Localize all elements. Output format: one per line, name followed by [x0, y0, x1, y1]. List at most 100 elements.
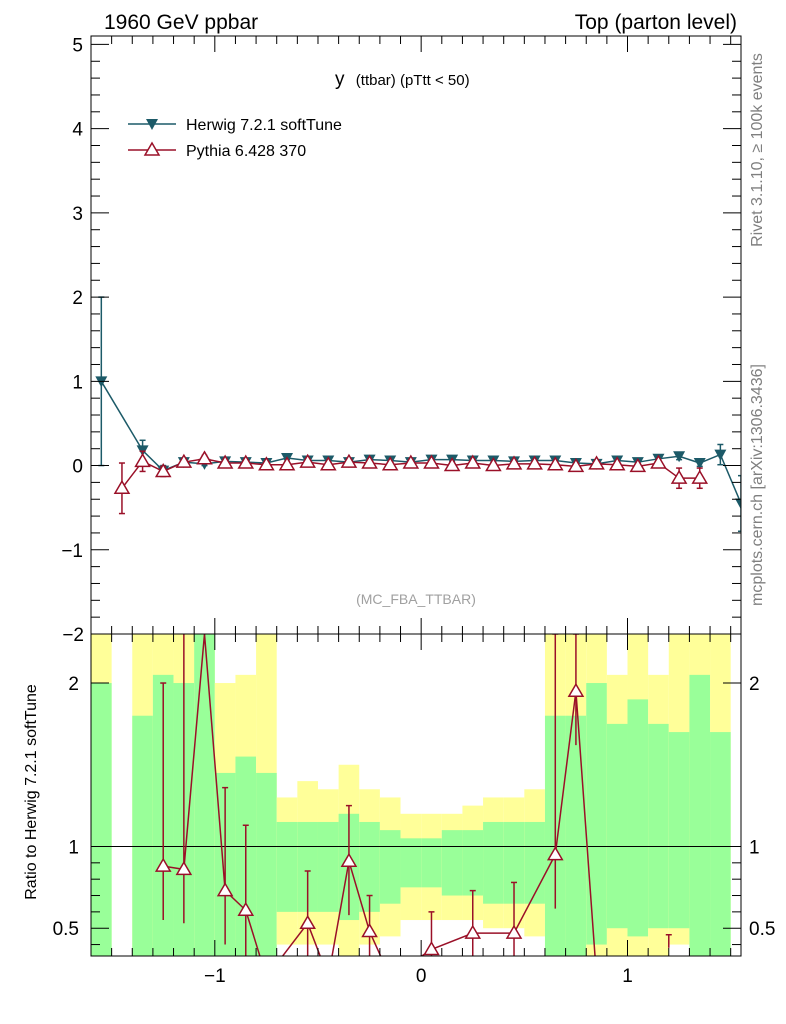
- pythia-point: [526, 455, 543, 470]
- ratio-band-inner: [462, 830, 484, 896]
- main-ytick-label: 0: [72, 457, 83, 478]
- pythia-point: [258, 456, 275, 471]
- ratio-pythia-point: [361, 922, 378, 938]
- pythia-point: [154, 462, 172, 478]
- pythia-point: [319, 456, 337, 471]
- ratio-ytick-label-right: 0.5: [749, 919, 775, 940]
- main-y-axis-tick-labels: −1 0 1 2 3 4 5: [61, 35, 83, 561]
- ratio-pythia-point: [423, 940, 440, 956]
- main-ytick-label: 1: [72, 372, 83, 393]
- pythia-point: [608, 456, 626, 471]
- legend-pythia-marker: [143, 141, 161, 156]
- ratio-band-inner: [586, 683, 607, 945]
- pythia-point: [175, 453, 193, 468]
- ratio-pythia-point: [505, 924, 523, 939]
- ratio-uncertainty-bands: [91, 634, 731, 956]
- herwig-point: [714, 449, 727, 461]
- main-title-variable: y: [335, 69, 345, 90]
- ratio-plot-panel: 0.5 0.5 1 1 2 2 −1 0 1 Ratio to Herwig 7.2.1 sof…: [23, 633, 776, 987]
- ratio-band-inner: [689, 674, 711, 956]
- pythia-point: [650, 454, 667, 469]
- ratio-series-layer: [154, 634, 672, 956]
- pythia-point: [691, 469, 709, 484]
- main-ytick-label: 4: [72, 120, 83, 141]
- ratio-band-inner: [503, 821, 525, 904]
- header-process-label: Top (parton level): [575, 11, 737, 34]
- ratio-axis-tick-labels: 0.5 0.5 1 1 2 2 −1 0 1: [53, 674, 776, 987]
- pythia-point: [485, 457, 502, 472]
- legend-herwig-marker: [146, 119, 158, 130]
- main-plot-panel: −1 0 1 2 3 4 5 −2 y (ttbar) (pTtt < 50) Herwig…: [61, 35, 742, 646]
- pythia-point: [629, 457, 647, 473]
- legend-herwig-label: Herwig 7.2.1 softTune: [186, 117, 342, 134]
- ratio-y-axis-label: Ratio to Herwig 7.2.1 softTune: [23, 684, 40, 900]
- header-energy-label: 1960 GeV ppbar: [104, 11, 258, 34]
- ratio-band-inner: [524, 821, 545, 904]
- ratio-band-inner: [668, 732, 690, 929]
- main-series-layer: [95, 296, 741, 532]
- pythia-point: [505, 455, 523, 470]
- pythia-point: [443, 457, 461, 472]
- ratio-band-inner: [565, 715, 587, 956]
- ratio-pythia-point: [237, 901, 255, 916]
- ratio-ytick-label-left: 2: [68, 674, 79, 695]
- ratio-pythia-point: [567, 682, 585, 697]
- legend: Herwig 7.2.1 softTune Pythia 6.428 370: [128, 117, 342, 160]
- pythia-point: [546, 456, 564, 471]
- ratio-band-inner: [359, 821, 380, 912]
- ratio-band-inner: [256, 772, 277, 956]
- herwig-point: [735, 498, 741, 510]
- ratio-pythia-point: [546, 846, 564, 861]
- pythia-point: [361, 454, 378, 469]
- analysis-watermark: (MC_FBA_TTBAR): [356, 591, 476, 607]
- ratio-pythia-point: [175, 860, 193, 876]
- ratio-axis-ticks: [91, 634, 741, 956]
- pythia-point: [237, 454, 255, 469]
- herwig-line: [100, 380, 741, 504]
- main-ylabel-clipped: −2: [62, 625, 84, 646]
- ratio-ytick-label-right: 1: [749, 837, 760, 858]
- rivet-version-label: Rivet 3.1.10, ≥ 100k events: [749, 53, 766, 247]
- pythia-point: [340, 453, 358, 468]
- ratio-band-inner: [379, 830, 401, 904]
- ratio-xtick-label: 1: [622, 966, 633, 987]
- legend-entry-pythia: Pythia 6.428 370: [128, 141, 306, 160]
- legend-pythia-label: Pythia 6.428 370: [186, 143, 306, 160]
- pythia-point: [196, 450, 213, 465]
- pythia-point: [113, 479, 131, 495]
- ratio-plot-frame: [90, 633, 742, 957]
- ratio-xtick-label: −1: [204, 966, 226, 987]
- main-ytick-label: −1: [61, 541, 83, 562]
- herwig-point: [673, 451, 686, 463]
- ratio-band-inner: [297, 821, 318, 912]
- legend-entry-herwig: Herwig 7.2.1 softTune: [128, 117, 342, 134]
- pythia-point: [464, 454, 482, 469]
- ratio-pythia-point: [154, 857, 172, 872]
- main-ytick-label: 3: [72, 204, 83, 225]
- ratio-band-inner: [276, 821, 298, 912]
- ratio-ytick-label-left: 0.5: [53, 919, 79, 940]
- ratio-band-inner: [606, 723, 628, 929]
- pythia-point: [134, 452, 151, 468]
- ratio-band-inner: [441, 830, 463, 896]
- ratio-band-inner: [91, 683, 112, 956]
- pythia-point: [423, 454, 440, 469]
- pythia-point: [588, 455, 605, 470]
- herwig-point: [693, 458, 706, 470]
- ratio-band-inner: [483, 821, 504, 904]
- main-y-axis-ticks: [91, 36, 741, 634]
- mcplots-reference-label: mcplots.cern.ch [arXiv:1306.3436]: [749, 364, 766, 606]
- ratio-band-inner: [132, 715, 153, 956]
- pythia-point: [278, 456, 296, 471]
- ratio-xtick-label: 0: [416, 966, 427, 987]
- ratio-band-inner: [317, 821, 339, 912]
- ratio-band-inner: [400, 838, 422, 888]
- ratio-ytick-label-left: 1: [68, 837, 79, 858]
- main-ytick-label: 5: [72, 35, 83, 56]
- ratio-ytick-label-right: 2: [749, 674, 760, 695]
- ratio-band-inner: [421, 838, 442, 888]
- pythia-point: [381, 456, 399, 471]
- ratio-band-inner: [627, 699, 649, 937]
- pythia-point: [216, 454, 234, 469]
